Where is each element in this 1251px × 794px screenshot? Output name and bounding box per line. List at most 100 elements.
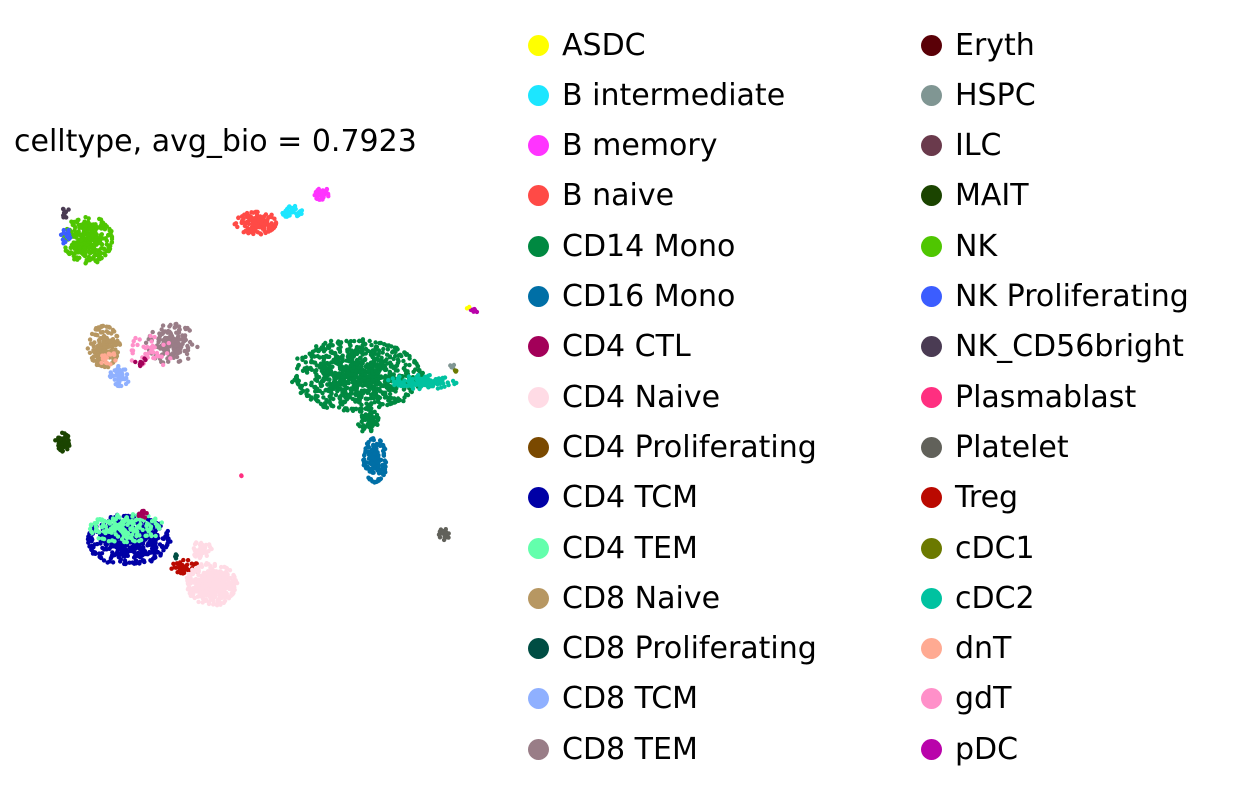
cell-point (87, 337, 93, 342)
cell-point (56, 446, 61, 451)
cell-point (303, 381, 308, 387)
cell-point (413, 367, 418, 372)
legend-marker (921, 738, 942, 760)
cell-point (340, 392, 345, 397)
cell-point (372, 451, 377, 456)
cell-point (195, 548, 201, 553)
cell-point (335, 381, 340, 387)
cell-point (332, 370, 338, 376)
cell-point (387, 373, 392, 378)
cell-point (236, 215, 241, 220)
cell-point (372, 400, 377, 405)
cell-point (115, 549, 120, 554)
cell-point (159, 327, 164, 332)
cell-point (101, 363, 106, 369)
cell-point (382, 365, 388, 370)
legend-item-ilc: ILC (921, 128, 1002, 163)
cell-point (81, 252, 86, 257)
cell-point (292, 203, 298, 209)
cell-point (137, 533, 142, 538)
cell-point (359, 415, 365, 420)
cell-point (369, 427, 374, 432)
cell-point (196, 580, 202, 585)
cell-point (232, 222, 237, 227)
cell-point (133, 359, 138, 365)
legend-label: Plasmablast (955, 379, 1137, 415)
cluster-b-naive (232, 209, 279, 237)
cell-point (320, 197, 325, 202)
cell-point (173, 338, 179, 343)
cell-point (98, 517, 104, 523)
cell-point (336, 371, 341, 377)
cell-point (401, 387, 407, 392)
legend-label: pDC (955, 731, 1019, 767)
cell-point (63, 443, 69, 449)
cell-point (322, 373, 327, 378)
cell-point (420, 370, 425, 376)
cell-point (87, 350, 93, 355)
cell-point (261, 226, 266, 231)
cell-point (364, 401, 369, 406)
legend-item-b-memory: B memory (528, 128, 717, 163)
cell-point (411, 380, 416, 386)
cell-point (76, 222, 81, 227)
cell-point (333, 392, 339, 398)
cell-point (336, 387, 341, 392)
cell-point (196, 572, 201, 578)
cell-point (60, 444, 65, 450)
cell-point (195, 566, 200, 571)
cell-point (384, 394, 389, 400)
cell-point (208, 574, 213, 579)
cell-point (153, 528, 158, 533)
cell-point (395, 396, 401, 401)
cell-point (370, 378, 376, 383)
cell-point (96, 353, 101, 359)
cell-point (100, 323, 105, 329)
cell-point (152, 334, 157, 340)
cell-point (209, 590, 214, 596)
cell-point (393, 399, 398, 405)
cell-point (122, 532, 128, 538)
legend-item-cd8-proliferating: CD8 Proliferating (528, 631, 817, 666)
cell-point (140, 508, 145, 514)
cell-point (409, 389, 414, 395)
cell-point (107, 374, 113, 379)
cell-point (182, 336, 187, 342)
cell-point (374, 443, 379, 448)
cell-point (373, 347, 378, 353)
cell-point (269, 214, 274, 220)
cell-point (171, 355, 176, 360)
legend-marker (921, 34, 942, 56)
cell-point (366, 440, 371, 445)
cell-point (143, 533, 148, 538)
cell-point (270, 227, 275, 232)
cell-point (129, 532, 135, 537)
cluster-cd4-naive (184, 561, 240, 608)
cell-point (318, 401, 324, 407)
cell-point (129, 544, 135, 550)
cell-point (309, 367, 314, 372)
cell-point (164, 543, 170, 548)
cell-point (314, 373, 320, 379)
cell-point (110, 337, 116, 342)
legend-item-cd16-mono: CD16 Mono (528, 279, 735, 314)
cell-point (415, 372, 421, 378)
cell-point (60, 448, 65, 454)
cell-point (363, 412, 368, 417)
cell-point (78, 238, 84, 243)
legend-marker (921, 235, 942, 257)
cell-point (132, 561, 137, 566)
cell-point (119, 547, 124, 552)
cell-point (114, 333, 119, 339)
cell-point (382, 458, 387, 463)
legend-item-nk-cd56bright: NK_CD56bright (921, 329, 1184, 364)
cell-point (90, 357, 95, 363)
cluster-dnt (99, 351, 118, 367)
cell-point (309, 354, 314, 360)
cell-point (367, 460, 372, 465)
legend-marker (528, 738, 549, 760)
cell-point (116, 383, 122, 389)
cell-point (336, 341, 341, 346)
cell-point (131, 521, 136, 527)
cell-point (98, 336, 104, 341)
